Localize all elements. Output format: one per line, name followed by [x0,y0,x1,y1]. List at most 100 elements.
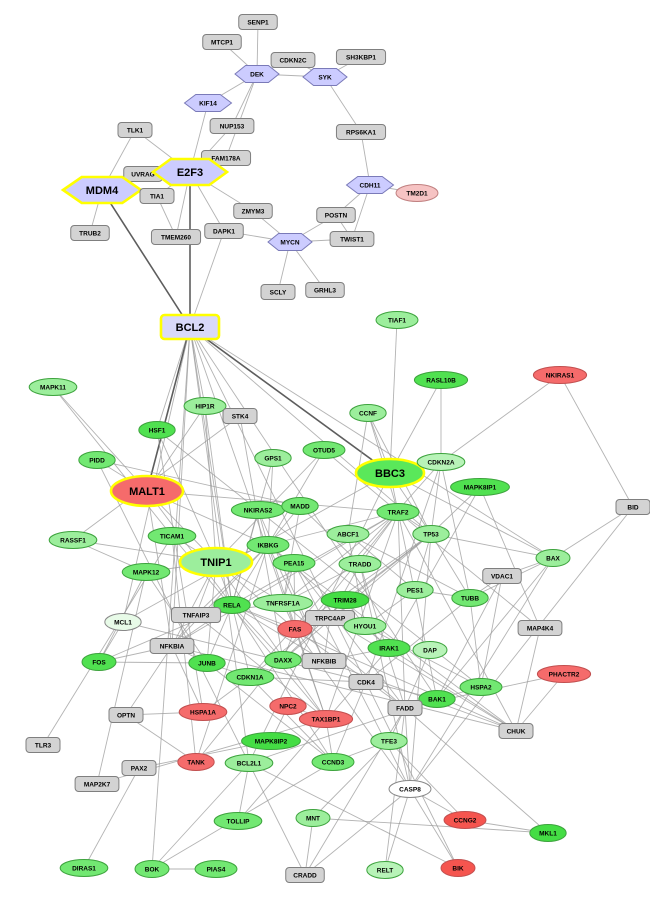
node-shape-otud5[interactable] [302,441,346,459]
node-bax[interactable]: BAX [535,549,571,567]
node-mapk12[interactable]: MAPK12 [121,563,171,581]
node-shape-mcl1[interactable] [104,613,142,631]
node-shape-tnfaip3[interactable] [170,607,222,623]
node-junb[interactable]: JUNB [188,654,226,672]
node-shape-mycn[interactable] [267,233,313,251]
node-cdkn2c[interactable]: CDKN2C [270,52,316,68]
node-tnip1[interactable]: TNIP1 [178,546,254,578]
node-dap[interactable]: DAP [412,641,448,659]
node-shape-cdh11[interactable] [345,176,395,194]
node-tmem260[interactable]: TMEM260 [150,229,202,245]
node-map2k7[interactable]: MAP2K7 [74,776,120,792]
node-shape-tlk1[interactable] [117,122,153,138]
node-shape-trpc4ap[interactable] [304,610,356,626]
node-mapk11[interactable]: MAPK11 [28,378,78,396]
node-nkiras2[interactable]: NKIRAS2 [230,501,286,519]
node-shape-bcl2[interactable] [159,313,221,341]
node-mkl1[interactable]: MKL1 [529,824,567,842]
node-sh3kbp1[interactable]: SH3KBP1 [335,49,387,65]
node-shape-pias4[interactable] [194,860,238,878]
node-mtcp1[interactable]: MTCP1 [202,34,242,50]
node-shape-gps1[interactable] [254,449,292,467]
node-kif14[interactable]: KIF14 [183,94,233,112]
node-shape-nfkbib[interactable] [301,653,347,669]
node-shape-grhl3[interactable] [305,282,345,298]
node-shape-abcf1[interactable] [326,525,370,543]
node-hyou1[interactable]: HYOU1 [343,617,387,635]
node-shape-pidd[interactable] [78,451,116,469]
node-shape-sh3kbp1[interactable] [335,49,387,65]
node-fos[interactable]: FOS [81,653,117,671]
node-fas[interactable]: FAS [277,620,313,638]
node-shape-vdac1[interactable] [482,568,522,584]
node-tm2d1[interactable]: TM2D1 [395,184,439,202]
node-shape-dapk1[interactable] [204,223,244,239]
node-shape-casp8[interactable] [388,780,432,798]
node-npc2[interactable]: NPC2 [269,697,307,715]
node-shape-ikbkg[interactable] [246,536,290,554]
node-shape-madd[interactable] [281,497,319,515]
node-shape-hspa2[interactable] [459,678,503,696]
node-shape-pea15[interactable] [272,554,316,572]
node-shape-mtcp1[interactable] [202,34,242,50]
node-abcf1[interactable]: ABCF1 [326,525,370,543]
node-shape-hspa1a[interactable] [178,703,228,721]
node-bak1[interactable]: BAK1 [418,690,456,708]
node-pias4[interactable]: PIAS4 [194,860,238,878]
node-shape-malt1[interactable] [109,474,185,508]
node-ticam1[interactable]: TICAM1 [147,527,197,545]
node-mapk8ip1[interactable]: MAPK8IP1 [450,478,510,496]
node-otud5[interactable]: OTUD5 [302,441,346,459]
node-shape-fos[interactable] [81,653,117,671]
node-grhl3[interactable]: GRHL3 [305,282,345,298]
node-tank[interactable]: TANK [177,753,215,771]
node-cdh11[interactable]: CDH11 [345,176,395,194]
node-shape-ccnf[interactable] [349,404,387,422]
node-shape-tm2d1[interactable] [395,184,439,202]
node-scly[interactable]: SCLY [260,284,296,300]
node-bcl2l1[interactable]: BCL2L1 [224,754,274,772]
node-fadd[interactable]: FADD [387,700,423,716]
node-daxx[interactable]: DAXX [264,651,302,669]
node-shape-tlr3[interactable] [25,737,61,753]
node-mycn[interactable]: MYCN [267,233,313,251]
node-shape-chuk[interactable] [498,723,534,739]
node-ccng2[interactable]: CCNG2 [443,811,487,829]
node-hsf1[interactable]: HSF1 [138,421,176,439]
node-traf2[interactable]: TRAF2 [376,503,420,521]
node-shape-irak1[interactable] [367,639,411,657]
node-map4k4[interactable]: MAP4K4 [517,620,563,636]
node-tiaf1[interactable]: TIAF1 [375,311,419,329]
node-shape-tradd[interactable] [338,555,382,573]
node-tfe3[interactable]: TFE3 [370,732,408,750]
node-shape-nfkbia[interactable] [149,638,195,654]
node-ikbkg[interactable]: IKBKG [246,536,290,554]
node-shape-daxx[interactable] [264,651,302,669]
node-shape-cdkn2a[interactable] [416,453,466,471]
node-rela[interactable]: RELA [213,596,251,614]
node-shape-fas[interactable] [277,620,313,638]
node-shape-syk[interactable] [302,68,348,86]
node-nfkbib[interactable]: NFKBIB [301,653,347,669]
node-shape-bak1[interactable] [418,690,456,708]
node-rasl10b[interactable]: RASL10B [413,371,469,389]
node-shape-dap[interactable] [412,641,448,659]
node-shape-bax[interactable] [535,549,571,567]
node-shape-tfe3[interactable] [370,732,408,750]
node-shape-ticam1[interactable] [147,527,197,545]
node-tax1bp1[interactable]: TAX1BP1 [298,710,354,728]
node-cdkn1a[interactable]: CDKN1A [225,668,275,686]
node-pidd[interactable]: PIDD [78,451,116,469]
node-shape-tiaf1[interactable] [375,311,419,329]
node-tradd[interactable]: TRADD [338,555,382,573]
node-trpc4ap[interactable]: TRPC4AP [304,610,356,626]
node-shape-bok[interactable] [134,860,170,878]
node-rps6ka1[interactable]: RPS6KA1 [335,124,387,140]
node-mdm4[interactable]: MDM4 [60,175,144,205]
node-shape-rassf1[interactable] [48,531,98,549]
node-shape-pes1[interactable] [396,581,434,599]
node-tnfaip3[interactable]: TNFAIP3 [170,607,222,623]
node-shape-nkiras1[interactable] [532,366,588,384]
node-shape-senp1[interactable] [238,14,278,30]
node-hip1r[interactable]: HIP1R [183,397,227,415]
